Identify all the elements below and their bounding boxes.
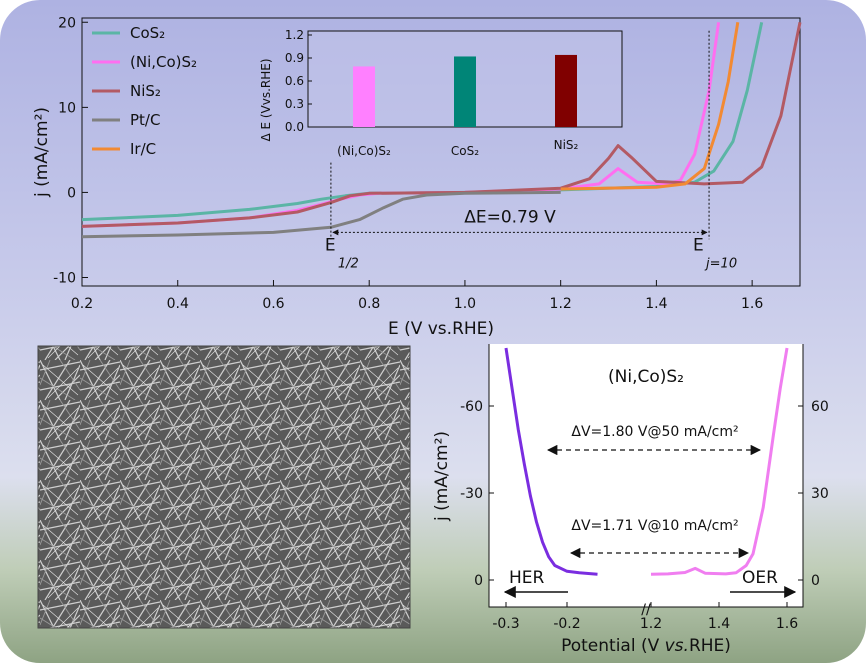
bottom-x-label-italic: vs.	[665, 636, 689, 656]
bottom-x-tick-label: -0.3	[492, 616, 519, 632]
oer-label: OER	[742, 568, 778, 588]
bottom-x-label-prefix: Potential (V	[561, 636, 665, 656]
main-chart: 0.2 0.4 0.6 0.8 1.0 1.2 1.4 1.6 20 10 0 -10 E (V v…	[32, 15, 802, 339]
sem-texture	[38, 346, 410, 628]
main-plot-frame	[81, 17, 801, 287]
inset-categories: (Ni,Co)S₂ CoS₂ NiS₂	[337, 138, 578, 158]
legend-label-ir-c: Ir/C	[130, 140, 156, 158]
bottom-title-text: (Ni,Co)S₂	[608, 367, 684, 387]
bottom-plot-area	[489, 344, 803, 607]
bottom-y-left-tick-label: 0	[474, 573, 483, 589]
inset-category-ni-co-s: (Ni,Co)S₂	[337, 144, 391, 158]
bottom-series-oer	[650, 347, 789, 576]
bottom-x-label: Potential (V vs.RHE)	[561, 636, 731, 656]
bottom-y-right-tick-label: 30	[811, 486, 829, 502]
inset-category-nis: NiS₂	[554, 138, 579, 152]
inset-y-tick-label: 0.9	[285, 51, 304, 65]
main-x-tick-label: 1.4	[645, 296, 667, 312]
e-half-label: E 1/2	[325, 235, 359, 271]
inset-y-tick-label: 0.6	[285, 74, 304, 88]
main-y-tick-label: 0	[67, 185, 76, 201]
e-j10-text: E	[693, 235, 704, 255]
inset-y-tick-label: 0.0	[285, 120, 304, 134]
main-x-label: E (V vs.RHE)	[388, 319, 494, 339]
bottom-ticks: -0.3 -0.2 1.2 1.4 1.6 -60 -30 0 60 30 0	[460, 399, 829, 632]
main-x-tick-label: 1.6	[741, 296, 763, 312]
legend-label-pt-c: Pt/C	[130, 111, 160, 129]
main-series-nis	[81, 21, 802, 228]
inset-y-label: Δ E (Vvs.RHE)	[259, 58, 273, 141]
bottom-y-right-tick-label: 0	[811, 573, 820, 589]
inset-bar-cos	[454, 56, 476, 127]
main-x-tick-label: 0.6	[262, 296, 284, 312]
axis-break-mark: //	[641, 602, 651, 618]
inset-category-cos: CoS₂	[451, 144, 479, 158]
e-half-subscript: 1/2	[338, 256, 359, 271]
inset-bar-chart: 0.0 0.3 0.6 0.9 1.2 (Ni,Co)S₂ CoS₂ NiS₂ Δ E (V…	[259, 28, 623, 158]
inset-y-ticks: 0.0 0.3 0.6 0.9 1.2	[285, 28, 312, 134]
main-y-tick-label: -10	[53, 270, 76, 286]
main-y-ticks: 20 10 0 -10	[53, 15, 88, 286]
inset-y-tick-label: 0.3	[285, 97, 304, 111]
her-label: HER	[509, 568, 545, 588]
inset-y-tick-label: 1.2	[285, 28, 304, 42]
e-j10-subscript: j=10	[704, 256, 737, 271]
sem-border	[37, 345, 411, 629]
bottom-x-tick-label: 1.4	[708, 616, 730, 632]
main-y-label: j (mA/cm²)	[32, 107, 52, 198]
main-x-tick-label: 0.8	[358, 296, 380, 312]
inset-bar-nis	[555, 54, 577, 127]
main-x-tick-label: 1.0	[454, 296, 476, 312]
bottom-y-label: j (mA/cm²)	[432, 431, 452, 522]
main-x-tick-label: 0.4	[167, 296, 189, 312]
delta-e-label: ΔE=0.79 V	[464, 207, 556, 227]
bottom-axes	[488, 344, 804, 608]
bottom-x-label-suffix: RHE)	[689, 636, 731, 656]
dv10-label: ΔV=1.71 V@10 mA/cm²	[571, 518, 738, 534]
inset-bars	[353, 54, 577, 127]
dv50-label: ΔV=1.80 V@50 mA/cm²	[571, 424, 738, 440]
legend-label-ni-co-s: (Ni,Co)S₂	[130, 53, 197, 71]
sem-image	[37, 345, 411, 629]
bottom-x-tick-label: 1.6	[776, 616, 798, 632]
main-x-ticks: 0.2 0.4 0.6 0.8 1.0 1.2 1.4 1.6	[71, 280, 763, 312]
bottom-x-tick-label: -0.2	[553, 616, 580, 632]
bottom-series-her	[504, 347, 598, 576]
inset-bar-ni-co-s	[353, 66, 375, 127]
bottom-y-right-tick-label: 60	[811, 399, 829, 415]
bottom-title: (Ni,Co)S₂	[608, 367, 684, 387]
legend-label-cos: CoS₂	[130, 24, 165, 42]
main-y-tick-label: 10	[58, 100, 76, 116]
main-x-tick-label: 0.2	[71, 296, 93, 312]
bottom-series-group	[504, 347, 789, 576]
e-half-text: E	[325, 235, 336, 255]
main-series-group	[81, 21, 802, 239]
e-j10-label: E j=10	[693, 235, 737, 271]
bottom-x-tick-label: 1.2	[640, 616, 662, 632]
bottom-y-left-tick-label: -60	[460, 399, 483, 415]
main-legend: CoS₂ (Ni,Co)S₂ NiS₂ Pt/C Ir/C	[92, 24, 197, 158]
bottom-y-left-tick-label: -30	[460, 486, 483, 502]
main-series-ir-c	[560, 22, 740, 191]
main-x-tick-label: 1.2	[550, 296, 572, 312]
main-series-pt-c	[81, 190, 561, 239]
main-y-tick-label: 20	[58, 15, 76, 31]
legend-label-nis: NiS₂	[130, 82, 161, 100]
